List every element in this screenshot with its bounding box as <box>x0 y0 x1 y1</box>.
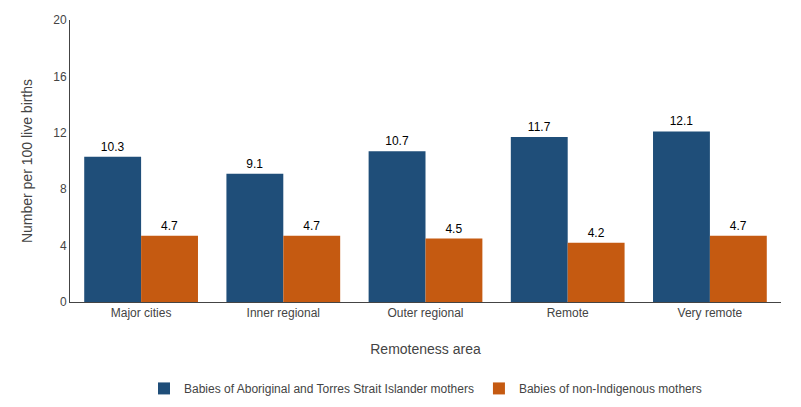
svg-text:Number per 100 live births: Number per 100 live births <box>19 79 35 243</box>
svg-text:Outer regional: Outer regional <box>387 306 463 320</box>
svg-text:Major cities: Major cities <box>111 306 172 320</box>
svg-text:4.7: 4.7 <box>303 219 320 233</box>
svg-text:4.7: 4.7 <box>730 219 747 233</box>
svg-text:10.7: 10.7 <box>385 134 409 148</box>
svg-text:Babies of Aboriginal and Torre: Babies of Aboriginal and Torres Strait I… <box>184 382 474 396</box>
svg-text:4.7: 4.7 <box>161 219 178 233</box>
svg-text:12.1: 12.1 <box>670 114 694 128</box>
svg-text:Very remote: Very remote <box>678 306 743 320</box>
svg-text:Inner regional: Inner regional <box>247 306 320 320</box>
svg-text:10.3: 10.3 <box>101 140 125 154</box>
svg-text:9.1: 9.1 <box>246 157 263 171</box>
svg-text:8: 8 <box>60 182 67 196</box>
svg-text:20: 20 <box>53 13 67 27</box>
svg-text:4.2: 4.2 <box>588 226 605 240</box>
svg-text:16: 16 <box>53 70 67 84</box>
svg-text:4.5: 4.5 <box>445 222 462 236</box>
svg-text:Remote: Remote <box>547 306 589 320</box>
svg-text:Remoteness area: Remoteness area <box>370 341 481 357</box>
svg-text:4: 4 <box>60 239 67 253</box>
svg-text:0: 0 <box>60 295 67 309</box>
svg-text:Babies of non-Indigenous mothe: Babies of non-Indigenous mothers <box>519 382 702 396</box>
svg-text:11.7: 11.7 <box>528 120 551 134</box>
svg-text:12: 12 <box>53 126 67 140</box>
